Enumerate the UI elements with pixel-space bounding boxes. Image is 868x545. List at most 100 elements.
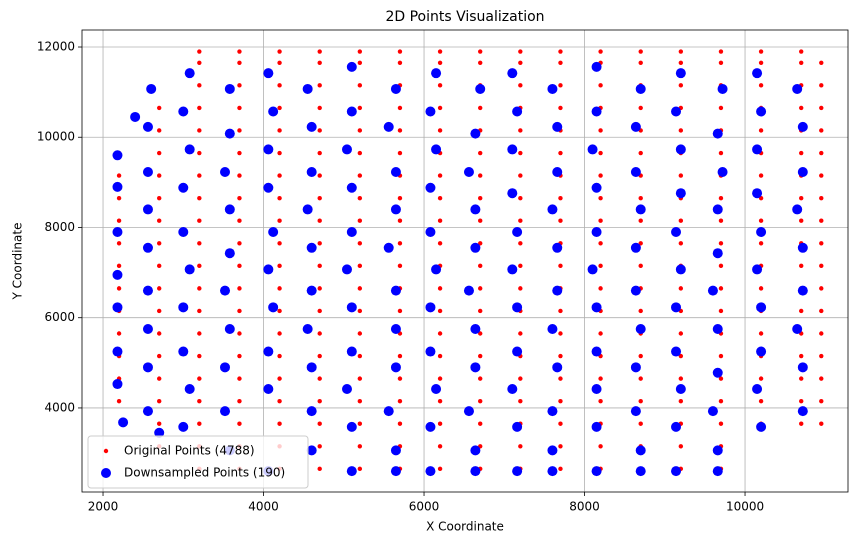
point — [718, 286, 724, 291]
point — [437, 105, 443, 111]
point — [598, 150, 603, 156]
point — [142, 362, 153, 373]
point — [598, 398, 603, 404]
point — [237, 286, 242, 291]
point — [797, 362, 808, 373]
point — [518, 263, 523, 269]
point — [635, 445, 646, 456]
point — [425, 346, 436, 357]
point — [224, 204, 235, 215]
point — [383, 406, 394, 417]
point — [591, 61, 602, 72]
point — [547, 466, 558, 477]
point — [470, 242, 481, 253]
point — [157, 308, 162, 314]
point — [277, 421, 282, 426]
point — [478, 421, 483, 426]
point — [712, 204, 723, 215]
point — [437, 421, 443, 426]
x-tick-label: 4000 — [248, 500, 279, 514]
point — [268, 226, 279, 237]
point — [478, 105, 483, 111]
point — [146, 83, 157, 94]
point — [678, 286, 684, 291]
point — [142, 204, 153, 215]
point — [598, 49, 603, 54]
point — [478, 150, 483, 156]
point — [718, 105, 724, 111]
point — [758, 331, 764, 336]
point — [437, 376, 443, 381]
point — [799, 398, 804, 404]
point — [587, 144, 598, 155]
point — [357, 421, 363, 426]
point — [819, 398, 824, 404]
point — [799, 308, 804, 314]
point — [758, 128, 764, 133]
point — [390, 166, 401, 177]
point — [518, 331, 523, 336]
point — [819, 150, 824, 156]
point — [638, 308, 643, 314]
point — [277, 128, 282, 133]
point — [116, 173, 122, 178]
point — [671, 226, 682, 237]
point — [598, 173, 603, 178]
point — [197, 308, 202, 314]
point — [718, 150, 724, 156]
point — [799, 195, 804, 201]
point — [638, 241, 643, 246]
point — [184, 383, 195, 394]
point — [591, 383, 602, 394]
point — [277, 353, 282, 359]
point — [431, 264, 442, 275]
point — [638, 105, 643, 111]
point — [591, 466, 602, 477]
point — [431, 383, 442, 394]
point — [357, 241, 363, 246]
x-tick-label: 10000 — [726, 500, 764, 514]
point — [437, 331, 443, 336]
point — [390, 466, 401, 477]
point — [277, 83, 282, 88]
point — [630, 406, 641, 417]
point — [178, 106, 189, 117]
point — [678, 353, 684, 359]
point — [756, 302, 767, 313]
point — [547, 204, 558, 215]
point — [197, 263, 202, 269]
point — [157, 421, 162, 426]
point — [470, 362, 481, 373]
point — [116, 241, 122, 246]
point — [390, 83, 401, 94]
point — [638, 398, 643, 404]
point — [263, 346, 274, 357]
series — [112, 61, 808, 477]
point — [154, 427, 165, 438]
point — [591, 421, 602, 432]
point — [317, 444, 322, 449]
point — [317, 60, 322, 66]
point — [678, 398, 684, 404]
point — [478, 376, 483, 381]
point — [507, 68, 518, 79]
y-tick-label: 10000 — [37, 130, 75, 144]
point — [277, 308, 282, 314]
point — [478, 353, 483, 359]
point — [518, 444, 523, 449]
legend-marker — [103, 448, 109, 454]
point — [799, 150, 804, 156]
point — [819, 421, 824, 426]
point — [237, 353, 242, 359]
point — [718, 218, 724, 223]
point — [341, 383, 352, 394]
point — [758, 286, 764, 291]
point — [758, 173, 764, 178]
point — [197, 60, 202, 66]
point — [263, 144, 274, 155]
point — [317, 173, 322, 178]
point — [797, 285, 808, 296]
point — [512, 106, 523, 117]
point — [758, 376, 764, 381]
point — [224, 248, 235, 259]
